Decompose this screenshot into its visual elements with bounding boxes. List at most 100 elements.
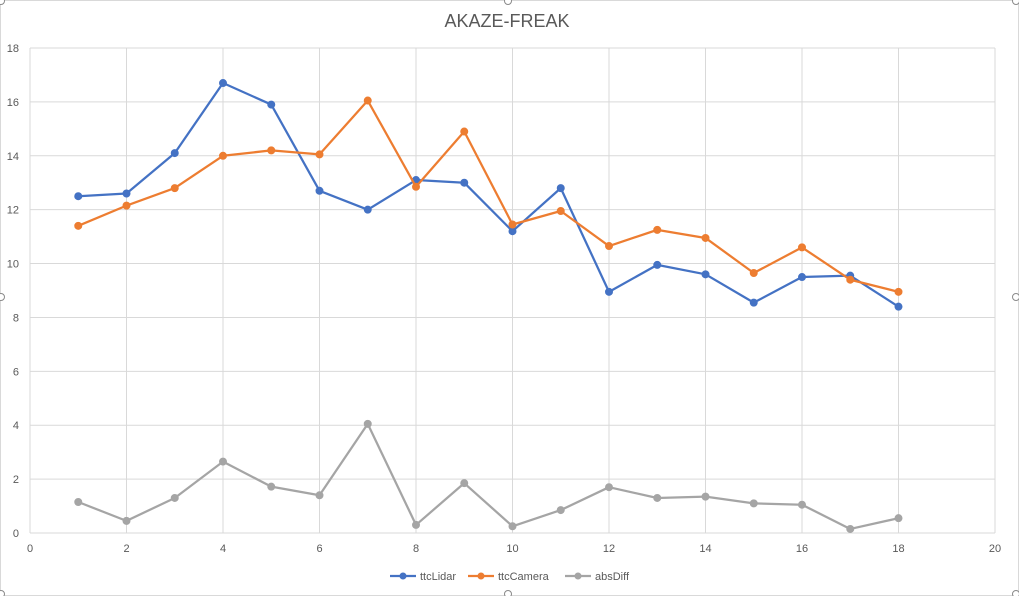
resize-handle[interactable] xyxy=(0,0,5,5)
data-point-absDiff xyxy=(460,479,469,488)
data-point-absDiff xyxy=(122,516,131,525)
data-point-ttcLidar xyxy=(267,100,276,109)
legend-item-absDiff: absDiff xyxy=(565,571,630,583)
data-point-absDiff xyxy=(749,499,758,508)
series-line-absDiff xyxy=(77,422,900,531)
series-absDiff xyxy=(74,419,903,533)
data-point-ttcLidar xyxy=(170,149,179,158)
data-point-ttcCamera xyxy=(219,151,227,160)
data-point-ttcCamera xyxy=(267,146,276,155)
data-point-ttcCamera xyxy=(74,221,83,230)
y-tick-label: 12 xyxy=(7,205,19,217)
data-point-ttcLidar xyxy=(749,298,758,307)
x-tick-label: 20 xyxy=(989,543,1001,555)
data-point-absDiff xyxy=(363,419,372,428)
data-point-ttcCamera xyxy=(894,287,903,296)
data-point-ttcLidar xyxy=(219,79,227,88)
y-tick-label: 2 xyxy=(13,474,19,486)
data-point-absDiff xyxy=(653,493,662,502)
chart-title: AKAZE-FREAK xyxy=(444,11,569,31)
legend-item-ttcLidar: ttcLidar xyxy=(390,571,456,583)
data-point-absDiff xyxy=(219,457,227,466)
x-tick-label: 6 xyxy=(316,543,322,555)
y-tick-label: 16 xyxy=(7,97,19,109)
gridlines xyxy=(29,47,996,534)
data-point-absDiff xyxy=(894,514,903,523)
x-tick-label: 14 xyxy=(699,543,711,555)
series-ttcLidar xyxy=(74,79,903,311)
data-point-absDiff xyxy=(315,491,324,500)
data-point-absDiff xyxy=(556,506,565,515)
axis-ticks: 0 2 4 6 8 10 12 14 16 18 0 2 4 6 8 10 12 14 16 18 20 xyxy=(7,43,1001,555)
data-point-ttcLidar xyxy=(363,205,372,214)
series-line-ttcLidar xyxy=(77,81,900,308)
data-point-absDiff xyxy=(701,492,710,501)
y-tick-label: 18 xyxy=(7,43,19,55)
data-point-absDiff xyxy=(74,498,83,507)
data-point-ttcLidar xyxy=(798,273,806,282)
data-point-ttcLidar xyxy=(74,192,83,201)
data-point-ttcCamera xyxy=(749,268,758,277)
data-point-absDiff xyxy=(508,522,517,531)
legend-label: ttcCamera xyxy=(498,571,550,583)
y-tick-label: 4 xyxy=(13,420,19,432)
data-point-ttcCamera xyxy=(846,275,855,284)
series-lines xyxy=(74,79,903,533)
data-point-ttcLidar xyxy=(605,287,613,296)
data-point-ttcCamera xyxy=(605,242,613,251)
legend: ttcLidar ttcCamera absDiff xyxy=(390,571,630,583)
resize-handle[interactable] xyxy=(1012,0,1019,5)
data-point-absDiff xyxy=(798,500,806,509)
x-tick-label: 4 xyxy=(220,543,226,555)
x-tick-label: 8 xyxy=(413,543,419,555)
legend-swatch-marker xyxy=(574,572,582,580)
data-point-ttcLidar xyxy=(315,186,324,195)
data-point-absDiff xyxy=(170,493,179,502)
y-tick-label: 0 xyxy=(13,528,19,540)
data-point-ttcLidar xyxy=(556,184,565,193)
data-point-ttcLidar xyxy=(653,260,662,269)
data-point-ttcCamera xyxy=(508,220,517,229)
legend-label: absDiff xyxy=(595,571,630,583)
data-point-ttcCamera xyxy=(315,150,324,159)
resize-handle[interactable] xyxy=(1012,293,1019,301)
data-point-absDiff xyxy=(412,520,420,529)
series-line-ttcCamera xyxy=(77,99,900,293)
data-point-ttcCamera xyxy=(556,207,565,216)
resize-handle[interactable] xyxy=(0,590,5,596)
y-tick-label: 10 xyxy=(7,259,19,271)
x-tick-label: 0 xyxy=(27,543,33,555)
y-tick-label: 8 xyxy=(13,312,19,324)
data-point-absDiff xyxy=(846,524,855,533)
legend-item-ttcCamera: ttcCamera xyxy=(468,571,550,583)
data-point-absDiff xyxy=(605,483,613,492)
legend-swatch-marker xyxy=(399,572,407,580)
resize-handle[interactable] xyxy=(504,590,512,596)
data-point-ttcCamera xyxy=(460,127,469,136)
y-tick-label: 6 xyxy=(13,366,19,378)
data-point-ttcLidar xyxy=(460,178,469,187)
data-point-ttcCamera xyxy=(122,201,131,210)
data-point-ttcCamera xyxy=(412,182,420,191)
data-point-ttcLidar xyxy=(701,270,710,279)
data-point-absDiff xyxy=(267,482,276,491)
x-tick-label: 16 xyxy=(796,543,808,555)
x-tick-label: 10 xyxy=(506,543,518,555)
resize-handle[interactable] xyxy=(1012,590,1019,596)
resize-handle[interactable] xyxy=(0,293,5,301)
data-point-ttcCamera xyxy=(701,233,710,242)
x-tick-label: 2 xyxy=(123,543,129,555)
data-point-ttcCamera xyxy=(653,225,662,234)
series-ttcCamera xyxy=(74,96,903,296)
x-tick-label: 12 xyxy=(603,543,615,555)
data-point-ttcCamera xyxy=(798,243,806,252)
x-tick-label: 18 xyxy=(892,543,904,555)
data-point-ttcCamera xyxy=(363,96,372,105)
resize-handle[interactable] xyxy=(504,0,512,5)
data-point-ttcLidar xyxy=(894,302,903,311)
data-point-ttcCamera xyxy=(170,184,179,193)
data-point-ttcLidar xyxy=(122,189,131,198)
